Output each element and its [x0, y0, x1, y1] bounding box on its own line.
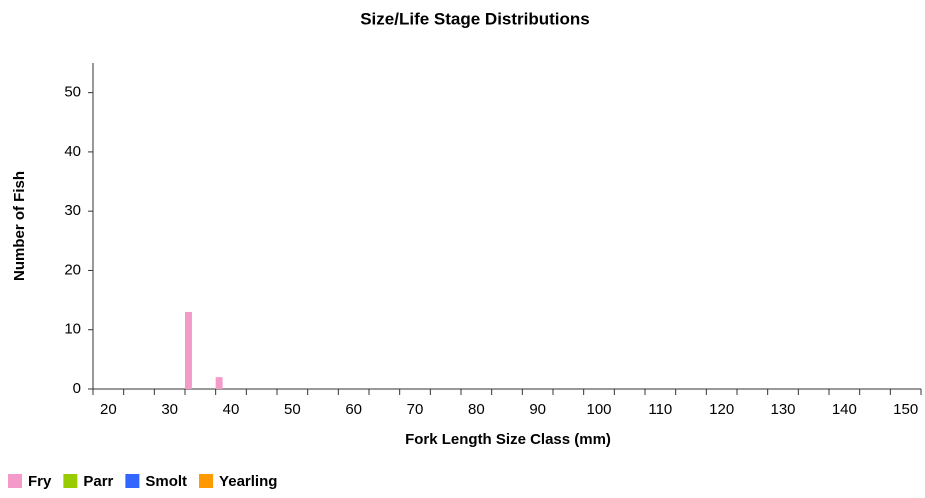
legend-swatch	[125, 474, 140, 488]
y-tick-label: 30	[64, 202, 81, 219]
x-tick-label: 150	[893, 401, 918, 418]
y-axis-label: Number of Fish	[11, 171, 28, 281]
x-tick-label: 20	[100, 401, 117, 418]
legend-label: Smolt	[145, 473, 187, 490]
legend-swatch	[8, 474, 22, 488]
y-tick-label: 50	[64, 84, 81, 101]
bar	[185, 311, 192, 389]
legend-swatch	[63, 474, 78, 488]
y-tick-label: 0	[73, 380, 81, 397]
legend-swatch	[199, 474, 214, 488]
x-tick-label: 130	[770, 401, 795, 418]
y-tick-label: 10	[64, 321, 81, 338]
y-tick-label: 20	[64, 261, 81, 278]
chart-title: Size/Life Stage Distributions	[360, 9, 590, 28]
x-tick-label: 140	[832, 401, 857, 418]
x-tick-label: 50	[284, 401, 301, 418]
x-tick-label: 80	[468, 401, 485, 418]
legend-label: Parr	[83, 473, 113, 490]
x-tick-label: 100	[586, 401, 611, 418]
x-tick-label: 70	[407, 401, 424, 418]
x-tick-label: 110	[648, 401, 672, 418]
x-tick-label: 90	[529, 401, 546, 418]
x-tick-label: 60	[345, 401, 362, 418]
x-tick-label: 30	[161, 401, 178, 418]
x-tick-label: 120	[709, 401, 734, 418]
legend-label: Fry	[28, 473, 52, 490]
legend-label: Yearling	[219, 473, 277, 490]
x-axis-label: Fork Length Size Class (mm)	[405, 431, 611, 448]
bar	[215, 377, 223, 389]
y-tick-label: 40	[64, 143, 81, 160]
x-tick-label: 40	[223, 401, 240, 418]
